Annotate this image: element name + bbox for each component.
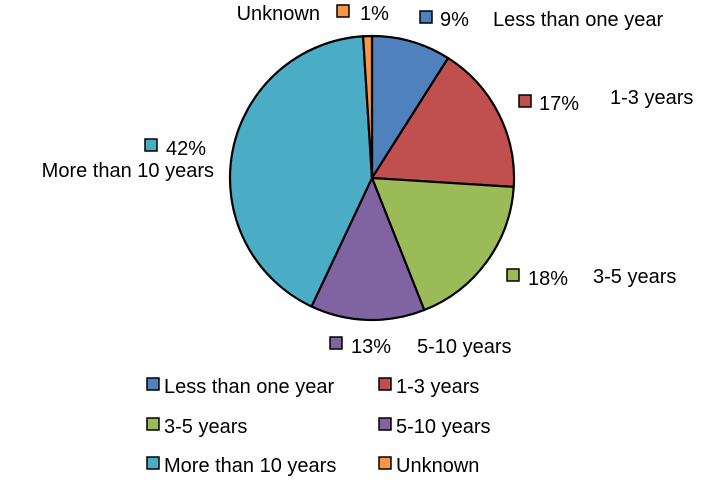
category-label-3-5-years: 3-5 years	[593, 266, 676, 288]
category-label-unknown: Unknown	[237, 3, 320, 25]
legend-swatch-unknown	[378, 456, 392, 470]
pie-slice-more-than-10-years	[228, 35, 374, 308]
legend-item-less-than-one-year: Less than one year	[146, 376, 334, 398]
pie-slice-unknown	[361, 34, 374, 180]
pie-slice-1-3-years	[370, 57, 516, 189]
category-label-more-than-10-years: More than 10 years	[42, 160, 214, 182]
legend-swatch-5-10-years	[378, 417, 392, 431]
category-label-5-10-years: 5-10 years	[417, 336, 512, 358]
legend-item-more-than-10-years: More than 10 years	[146, 455, 336, 477]
label-swatch-more-than-10-years	[144, 138, 158, 152]
label-swatch-3-5-years	[506, 268, 520, 282]
legend-label-1-3-years: 1-3 years	[396, 376, 479, 398]
legend-swatch-less-than-one-year	[146, 377, 160, 391]
pie-slice-3-5-years	[370, 176, 515, 312]
pie-slice-less-than-one-year	[370, 34, 450, 180]
label-swatch-1-3-years	[518, 94, 532, 108]
legend-swatch-1-3-years	[378, 377, 392, 391]
category-label-1-3-years: 1-3 years	[610, 87, 693, 109]
legend-label-5-10-years: 5-10 years	[396, 416, 491, 438]
value-label-less-than-one-year: 9%	[440, 9, 469, 31]
legend-item-3-5-years: 3-5 years	[146, 416, 247, 438]
legend-label-less-than-one-year: Less than one year	[164, 376, 334, 398]
legend-swatch-3-5-years	[146, 417, 160, 431]
legend: Less than one year 1-3 years 3-5 years 5-10…	[146, 376, 491, 477]
legend-swatch-more-than-10-years	[146, 456, 160, 470]
pie-slices	[228, 34, 516, 322]
pie-slice-5-10-years	[310, 176, 426, 322]
value-label-3-5-years: 18%	[528, 268, 568, 290]
value-label-unknown: 1%	[360, 3, 389, 25]
legend-item-5-10-years: 5-10 years	[378, 416, 491, 438]
value-label-5-10-years: 13%	[351, 336, 391, 358]
legend-label-unknown: Unknown	[396, 455, 479, 477]
legend-label-3-5-years: 3-5 years	[164, 416, 247, 438]
category-label-less-than-one-year: Less than one year	[493, 9, 663, 31]
slice-labels: 9% Less than one year 17% 1-3 years 18% 3-5 y…	[42, 3, 694, 358]
value-label-more-than-10-years: 42%	[166, 138, 206, 160]
legend-item-unknown: Unknown	[378, 455, 479, 477]
label-swatch-unknown	[336, 4, 350, 18]
label-swatch-less-than-one-year	[419, 10, 433, 24]
legend-label-more-than-10-years: More than 10 years	[164, 455, 336, 477]
legend-item-1-3-years: 1-3 years	[378, 376, 479, 398]
label-swatch-5-10-years	[329, 336, 343, 350]
value-label-1-3-years: 17%	[539, 93, 579, 115]
